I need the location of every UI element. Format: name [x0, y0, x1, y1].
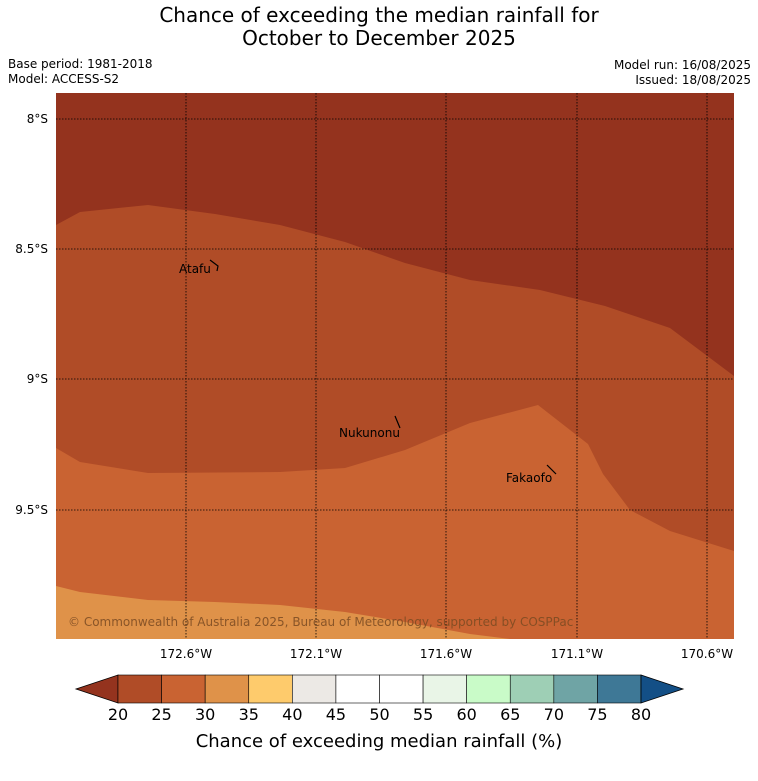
lon-label-172-6: 172.6°W [160, 647, 212, 661]
title-line-2: October to December 2025 [242, 26, 516, 50]
title-line-1: Chance of exceeding the median rainfall … [159, 3, 599, 27]
colorbar-over-arrow [640, 674, 685, 704]
colorbar-tick-label: 75 [587, 705, 607, 724]
model-run: Model run: 16/08/2025 [613, 58, 751, 72]
lat-label-8-5: 8.5°S [15, 242, 48, 256]
colorbar-tick-label: 35 [239, 705, 259, 724]
place-nukunonu: Nukunonu [339, 426, 400, 440]
colorbar-tick-label: 30 [195, 705, 215, 724]
colorbar-segment [379, 674, 424, 704]
lon-label-172-1: 172.1°W [290, 647, 342, 661]
colorbar-segment [161, 674, 206, 704]
base-period: Base period: 1981-2018 [8, 57, 153, 71]
colorbar-segment [248, 674, 293, 704]
colorbar-segment [335, 674, 380, 704]
colorbar-tick-label: 40 [282, 705, 302, 724]
colorbar-tick-label: 50 [369, 705, 389, 724]
lon-label-170-6: 170.6°W [681, 647, 733, 661]
atafu-coastline [209, 259, 219, 272]
colorbar-tick-label: 70 [544, 705, 564, 724]
meta-left: Base period: 1981-2018 Model: ACCESS-S2 [8, 57, 153, 87]
colorbar-segments [117, 674, 642, 704]
region-25-30 [56, 405, 734, 639]
colorbar-tick-label: 55 [413, 705, 433, 724]
place-atafu: Atafu [179, 262, 211, 276]
colorbar-segment [509, 674, 555, 704]
lon-label-171-6: 171.6°W [420, 647, 472, 661]
model-name: Model: ACCESS-S2 [8, 72, 120, 86]
colorbar-tick-label: 80 [631, 705, 651, 724]
place-fakaofo: Fakaofo [506, 471, 552, 485]
chart-title: Chance of exceeding the median rainfall … [0, 4, 758, 50]
colorbar-tick-label: 25 [151, 705, 171, 724]
colorbar: 20 25 30 35 40 45 50 55 60 65 70 75 80 Chance of exc… [74, 674, 685, 752]
colorbar-segment [466, 674, 511, 704]
colorbar-ticks: 20 25 30 35 40 45 50 55 60 65 70 75 80 [108, 705, 651, 724]
lat-label-9-5: 9.5°S [15, 503, 48, 517]
fakaofo-coastline [546, 464, 557, 475]
colorbar-tick-label: 65 [500, 705, 520, 724]
colorbar-under-arrow [74, 674, 119, 704]
colorbar-label: Chance of exceeding median rainfall (%) [196, 731, 563, 752]
issued-date: Issued: 18/08/2025 [635, 73, 751, 87]
colorbar-segment [204, 674, 250, 704]
map-area [56, 93, 734, 639]
copyright-notice: © Commonwealth of Australia 2025, Bureau… [68, 615, 573, 629]
gridlines [56, 93, 734, 639]
colorbar-segment [597, 674, 642, 704]
lat-label-9: 9°S [27, 372, 48, 386]
region-30-35 [56, 586, 510, 639]
colorbar-tick-label: 60 [456, 705, 476, 724]
colorbar-segment [422, 674, 467, 704]
meta-right: Model run: 16/08/2025 Issued: 18/08/2025 [614, 58, 751, 88]
colorbar-segment [117, 674, 162, 704]
colorbar-tick-label: 45 [326, 705, 346, 724]
lon-label-171-1: 171.1°W [551, 647, 603, 661]
colorbar-tick-label: 20 [108, 705, 128, 724]
colorbar-segment [553, 674, 598, 704]
nukunonu-coastline [394, 415, 401, 429]
coastlines [209, 259, 557, 475]
lat-label-8: 8°S [27, 112, 48, 126]
colorbar-segment [292, 674, 337, 704]
